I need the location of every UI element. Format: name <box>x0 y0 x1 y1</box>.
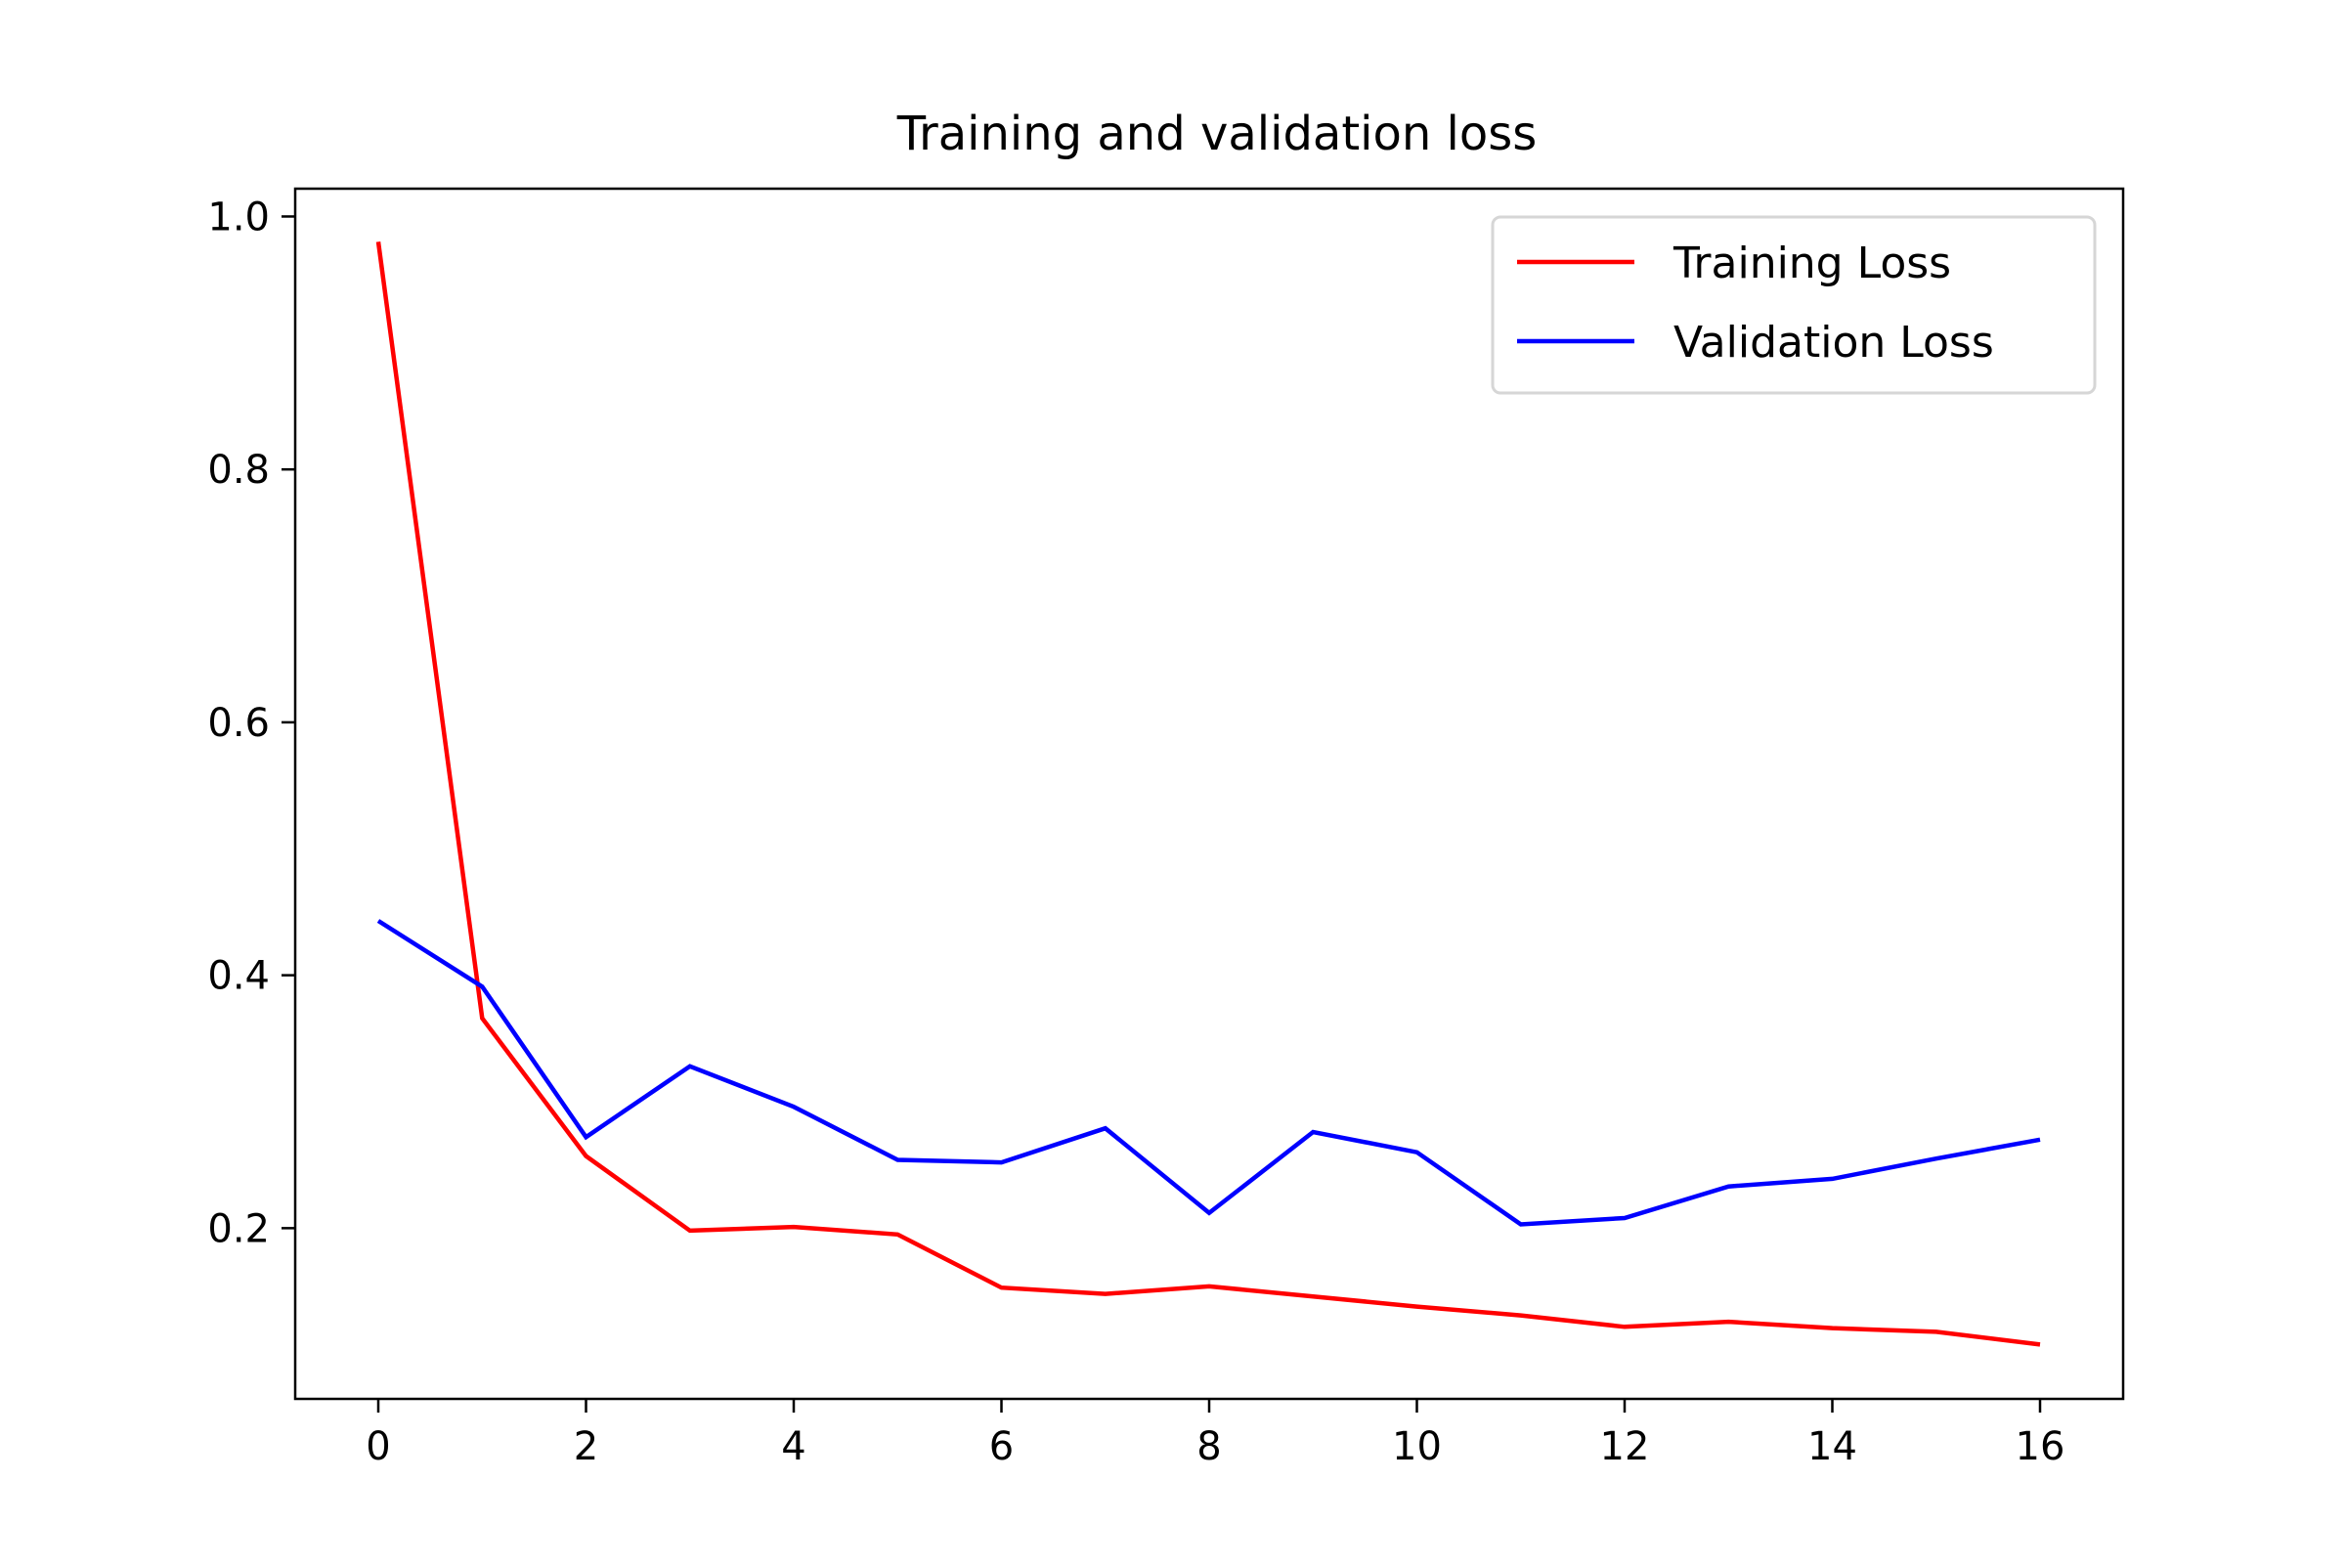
x-tick-label: 2 <box>574 1424 598 1469</box>
x-axis-ticks: 0 2 4 6 8 10 12 14 16 <box>366 1399 2064 1469</box>
x-tick-label: 4 <box>781 1424 805 1469</box>
legend-box <box>1491 215 2097 395</box>
y-tick-label: 1.0 <box>207 195 270 240</box>
y-tick-label: 0.8 <box>207 448 270 493</box>
x-tick-label: 0 <box>366 1424 390 1469</box>
legend: Training Loss Validation Loss <box>1491 215 2097 395</box>
series-lines <box>375 241 2041 1347</box>
x-tick-label: 8 <box>1196 1424 1221 1469</box>
y-tick-label: 0.4 <box>207 954 270 999</box>
y-tick-label: 0.2 <box>207 1206 270 1251</box>
legend-items: Training Loss Validation Loss <box>1517 239 1994 368</box>
x-tick-label: 6 <box>989 1424 1014 1469</box>
y-axis-ticks: 0.2 0.4 0.6 0.8 1.0 <box>207 195 295 1251</box>
x-tick-label: 12 <box>1600 1424 1650 1469</box>
legend-label: Training Loss <box>1673 239 1951 288</box>
x-tick-label: 16 <box>2016 1424 2065 1469</box>
chart-title: Training and validation loss <box>896 107 1538 161</box>
y-tick-label: 0.6 <box>207 701 270 746</box>
series-line-validation-loss <box>376 919 2041 1227</box>
x-tick-label: 10 <box>1392 1424 1442 1469</box>
plot-area-frame <box>293 187 2125 1401</box>
legend-label: Validation Loss <box>1673 318 1994 368</box>
x-tick-label: 14 <box>1807 1424 1857 1469</box>
series-line-training-loss <box>375 241 2041 1347</box>
